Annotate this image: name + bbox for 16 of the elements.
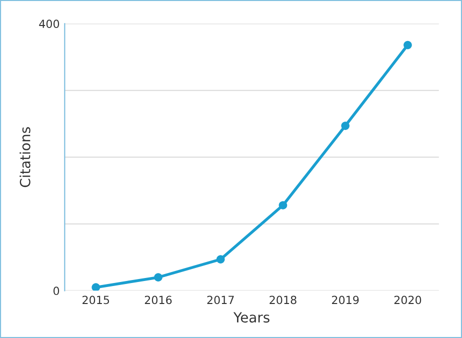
point [278,201,288,210]
x-tick-label: 2018 [270,296,296,304]
point [404,40,412,50]
point [154,273,162,282]
point [216,255,225,264]
x-tick-label: 2016 [144,296,172,304]
x-tick-label: 2017 [207,296,234,304]
x-tick-label: 2019 [332,296,359,304]
x-tick-label: 2020 [394,296,422,304]
x-axis-title: Years [233,312,270,323]
point [92,283,100,291]
y-tick-label: 0 [53,286,60,296]
x-tick-label: 2015 [82,296,110,304]
y-tick-label: 400 [39,20,60,28]
y-axis-title: Citations [20,127,30,188]
point [341,122,350,130]
